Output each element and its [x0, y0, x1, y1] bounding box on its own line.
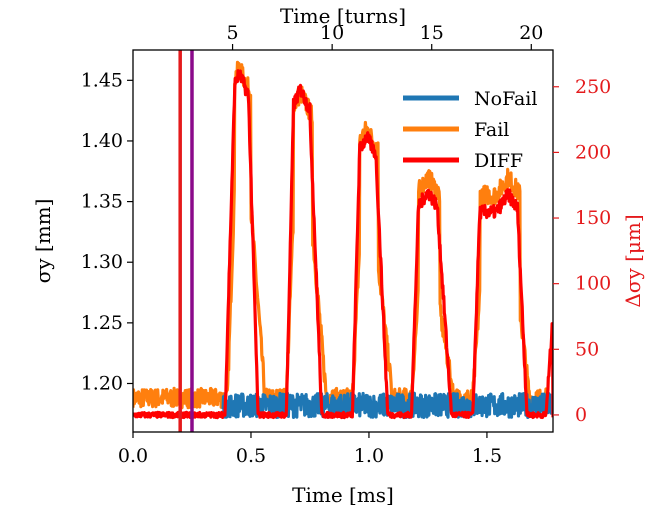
axes: 0.0 0.5 1.0 1.5 5 10 15 20 1.20 1.25 1.30 1.35 1.40 1… — [81, 22, 612, 467]
top-tick-label: 15 — [420, 22, 444, 44]
left-axis-label: σy [mm] — [31, 199, 55, 284]
right-axis-label: Δσy [μm] — [621, 214, 645, 307]
series-diff-line — [133, 69, 553, 420]
left-tick-label: 1.35 — [81, 191, 123, 213]
top-tick-label: 20 — [519, 22, 543, 44]
plot-frame — [132, 49, 554, 433]
legend-label-diff: DIFF — [474, 150, 523, 172]
x-tick-label: 1.5 — [472, 445, 502, 467]
x-axis-label: Time [ms] — [292, 483, 394, 507]
left-tick-label: 1.25 — [81, 312, 123, 334]
x-tick-label: 0.0 — [118, 445, 148, 467]
left-tick-label: 1.20 — [81, 372, 123, 394]
right-tick-label: 250 — [575, 76, 611, 98]
right-tick-label: 0 — [575, 404, 587, 426]
right-tick-label: 200 — [575, 141, 611, 163]
series-fail-line — [133, 60, 553, 410]
right-tick-label: 150 — [575, 207, 611, 229]
right-tick-label: 100 — [575, 273, 611, 295]
left-tick-label: 1.45 — [81, 69, 123, 91]
x-tick-label: 0.5 — [236, 445, 266, 467]
top-tick-label: 5 — [227, 22, 239, 44]
left-tick-label: 1.40 — [81, 130, 123, 152]
right-tick-label: 50 — [575, 338, 599, 360]
top-tick-label: 10 — [320, 22, 344, 44]
left-tick-label: 1.30 — [81, 251, 123, 273]
legend-label-nofail: NoFail — [474, 88, 537, 110]
plot-area — [133, 50, 553, 432]
legend-label-fail: Fail — [474, 119, 509, 141]
x-tick-label: 1.0 — [354, 445, 384, 467]
top-axis-label: Time [turns] — [280, 4, 406, 28]
legend: NoFail Fail DIFF — [403, 88, 537, 172]
